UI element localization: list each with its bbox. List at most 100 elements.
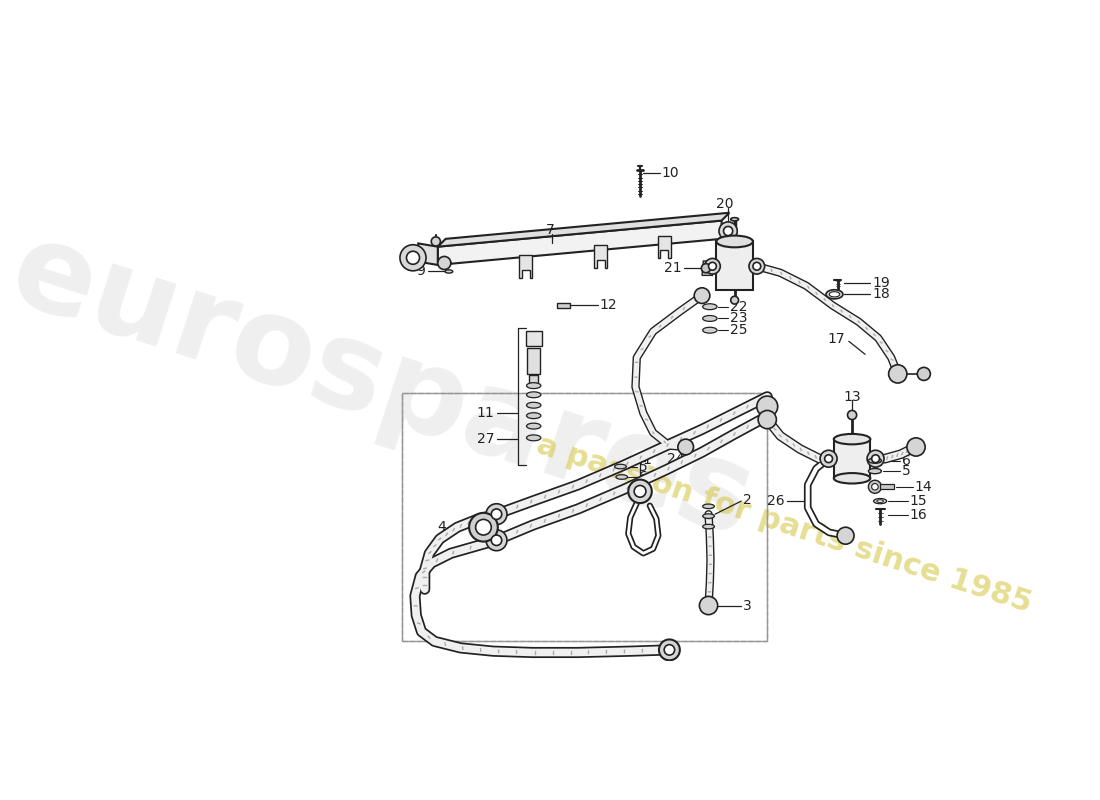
Circle shape: [664, 645, 674, 655]
Text: 3: 3: [744, 598, 752, 613]
Polygon shape: [438, 221, 722, 265]
Ellipse shape: [616, 474, 628, 479]
Text: 5: 5: [902, 464, 911, 478]
Circle shape: [867, 450, 884, 467]
Text: 25: 25: [730, 323, 748, 337]
Polygon shape: [880, 484, 894, 490]
Circle shape: [917, 367, 931, 381]
Ellipse shape: [527, 392, 541, 398]
Circle shape: [749, 258, 764, 274]
Polygon shape: [594, 246, 607, 268]
Text: 6: 6: [902, 454, 911, 468]
Ellipse shape: [868, 458, 881, 463]
Circle shape: [847, 410, 857, 419]
Bar: [834, 439, 870, 478]
Circle shape: [635, 486, 646, 498]
Text: 17: 17: [828, 332, 846, 346]
Circle shape: [400, 245, 426, 271]
Circle shape: [837, 527, 854, 544]
Text: 2: 2: [744, 493, 752, 507]
Circle shape: [757, 396, 778, 417]
Circle shape: [708, 262, 716, 270]
Polygon shape: [418, 243, 438, 265]
Ellipse shape: [527, 435, 541, 441]
Circle shape: [431, 237, 440, 246]
Circle shape: [700, 596, 717, 614]
Circle shape: [868, 480, 881, 494]
Ellipse shape: [868, 469, 881, 474]
Ellipse shape: [527, 413, 541, 418]
Ellipse shape: [438, 258, 451, 267]
Ellipse shape: [829, 292, 839, 297]
Circle shape: [871, 483, 878, 490]
Text: 5: 5: [639, 459, 648, 474]
Circle shape: [871, 455, 880, 462]
Text: 4: 4: [437, 520, 446, 534]
Circle shape: [724, 226, 733, 235]
Text: 12: 12: [600, 298, 617, 312]
Polygon shape: [438, 213, 729, 246]
Circle shape: [694, 288, 710, 303]
Text: 11: 11: [476, 406, 495, 420]
Text: 8: 8: [407, 245, 416, 259]
Ellipse shape: [527, 402, 541, 408]
Ellipse shape: [527, 382, 541, 389]
Ellipse shape: [730, 218, 738, 221]
Circle shape: [752, 262, 761, 270]
Polygon shape: [702, 261, 715, 275]
Ellipse shape: [834, 434, 870, 444]
Circle shape: [407, 251, 419, 264]
Ellipse shape: [703, 524, 714, 529]
Circle shape: [730, 296, 738, 304]
Text: 14: 14: [915, 480, 933, 494]
Circle shape: [469, 513, 498, 542]
Ellipse shape: [703, 504, 714, 509]
Circle shape: [821, 450, 837, 467]
Text: 6: 6: [639, 470, 648, 484]
Bar: [526, 331, 542, 346]
Ellipse shape: [834, 473, 870, 483]
Circle shape: [486, 504, 507, 525]
Text: a passion for parts since 1985: a passion for parts since 1985: [534, 430, 1035, 618]
Text: 18: 18: [872, 287, 890, 302]
Polygon shape: [519, 255, 532, 278]
Text: 24: 24: [668, 452, 684, 466]
Text: 15: 15: [910, 494, 927, 508]
Text: 21: 21: [664, 262, 682, 275]
Text: 27: 27: [477, 432, 495, 446]
Text: 20: 20: [716, 198, 734, 211]
Circle shape: [475, 519, 492, 535]
Text: 10: 10: [661, 166, 679, 180]
Ellipse shape: [703, 514, 714, 518]
Ellipse shape: [446, 270, 453, 273]
Bar: [716, 242, 752, 290]
Circle shape: [702, 264, 711, 273]
Circle shape: [825, 455, 833, 462]
Text: 9: 9: [417, 265, 426, 278]
Bar: [529, 375, 538, 383]
Polygon shape: [557, 302, 570, 308]
Circle shape: [659, 639, 680, 660]
Text: 16: 16: [910, 509, 927, 522]
Circle shape: [758, 410, 777, 429]
Text: 22: 22: [730, 300, 748, 314]
Circle shape: [889, 365, 906, 383]
Text: 7: 7: [546, 223, 554, 238]
Circle shape: [719, 222, 737, 240]
Circle shape: [492, 535, 502, 546]
Text: eurospares: eurospares: [0, 212, 768, 562]
Ellipse shape: [703, 327, 717, 333]
Bar: [402, 394, 768, 642]
Text: 19: 19: [872, 275, 890, 290]
Ellipse shape: [716, 235, 752, 247]
Bar: [527, 348, 540, 374]
Circle shape: [628, 479, 652, 503]
Text: 23: 23: [730, 311, 748, 326]
Circle shape: [678, 439, 693, 455]
Ellipse shape: [703, 315, 717, 322]
Text: 1: 1: [642, 453, 651, 467]
Circle shape: [906, 438, 925, 456]
Ellipse shape: [877, 500, 883, 502]
Ellipse shape: [615, 464, 626, 469]
Text: 26: 26: [768, 494, 785, 508]
